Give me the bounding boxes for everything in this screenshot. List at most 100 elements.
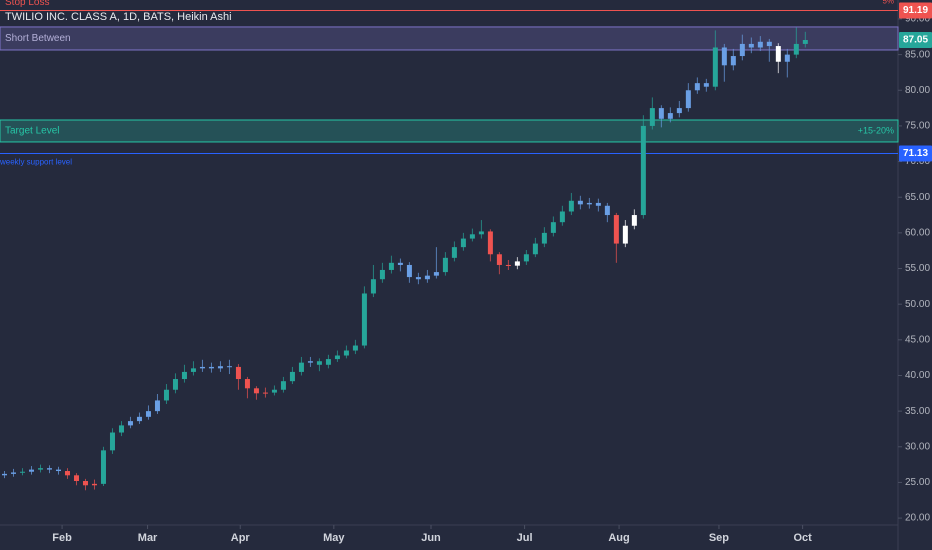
candle-body	[541, 232, 547, 244]
candle-body	[379, 269, 385, 280]
candle-body	[694, 83, 700, 91]
candle-body	[343, 350, 349, 356]
candle-body	[739, 43, 745, 57]
candle-body	[361, 293, 367, 346]
candle-body	[190, 368, 196, 372]
candle-body	[100, 450, 106, 484]
candle-body	[622, 225, 628, 244]
candle-body	[712, 47, 718, 87]
candle-body	[586, 202, 592, 205]
candle-body	[568, 200, 574, 212]
candle-body	[172, 379, 178, 390]
candle-body	[307, 361, 313, 363]
candle-body	[793, 43, 799, 55]
candle-body	[577, 200, 583, 205]
y-tick-label: 55.00	[905, 263, 930, 274]
candle-body	[496, 254, 502, 265]
candle-body	[55, 469, 61, 472]
candle-body	[271, 389, 277, 393]
candle-body	[514, 261, 520, 266]
candle-body	[244, 379, 250, 389]
candle-body	[460, 238, 466, 248]
x-tick-label: Sep	[709, 532, 729, 544]
candle-body	[406, 264, 412, 278]
candle-body	[685, 90, 691, 109]
candle-body	[136, 416, 142, 422]
y-tick-label: 45.00	[905, 334, 930, 345]
support-label: weekly support level	[0, 158, 72, 167]
candle-body	[1, 473, 7, 476]
candle-body	[523, 254, 529, 262]
candle-body	[721, 47, 727, 66]
candle-body	[604, 205, 610, 216]
candle-body	[559, 211, 565, 223]
candle-body	[784, 54, 790, 62]
candle-body	[289, 371, 295, 382]
last-price-tag	[899, 32, 932, 49]
candle-body	[532, 243, 538, 255]
candle-body	[469, 234, 475, 239]
y-tick-label: 25.00	[905, 477, 930, 488]
candle-body	[775, 46, 781, 62]
candle-body	[505, 264, 511, 266]
y-tick-label: 60.00	[905, 228, 930, 239]
candle-body	[415, 277, 421, 280]
candle-body	[442, 257, 448, 273]
target-zone-note: +15-20%	[858, 125, 894, 135]
candle-body	[676, 108, 682, 114]
y-tick-label: 40.00	[905, 370, 930, 381]
short-zone	[0, 26, 899, 51]
x-tick-label: May	[323, 532, 345, 544]
candle-body	[424, 275, 430, 280]
candle-body	[109, 432, 115, 451]
candle-body	[802, 40, 808, 44]
x-tick-label: Jun	[421, 532, 441, 544]
x-tick-label: Mar	[138, 532, 158, 544]
candle-body	[82, 481, 88, 486]
y-tick-label: 70.00	[905, 156, 930, 167]
chart-title: TWILIO INC. CLASS A, 1D, BATS, Heikin As…	[5, 11, 232, 23]
stop-loss-note: 5%	[882, 0, 894, 6]
target-zone-label: Target Level	[5, 126, 59, 137]
y-tick-label: 90.00	[905, 14, 930, 25]
last-price-tag-label: 87.05	[903, 35, 928, 46]
candle-body	[352, 345, 358, 351]
candle-body	[28, 469, 34, 472]
candle-body	[703, 83, 709, 87]
candle-body	[226, 366, 232, 368]
y-tick-label: 80.00	[905, 85, 930, 96]
x-tick-label: Oct	[793, 532, 812, 544]
candle-body	[199, 366, 205, 369]
candle-body	[388, 262, 394, 270]
x-tick-label: Feb	[52, 532, 72, 544]
y-tick-label: 85.00	[905, 49, 930, 60]
candle-body	[298, 362, 304, 372]
x-tick-label: Jul	[517, 532, 533, 544]
candle-body	[613, 215, 619, 244]
candle-body	[397, 262, 403, 265]
candle-body	[235, 366, 241, 380]
candle-body	[433, 272, 439, 276]
candle-body	[370, 279, 376, 294]
candle-body	[253, 388, 259, 394]
candle-body	[487, 231, 493, 255]
y-tick-label: 75.00	[905, 121, 930, 132]
stop-loss-tag	[899, 2, 932, 19]
candle-body	[550, 222, 556, 233]
candle-body	[478, 231, 484, 235]
candle-body	[19, 471, 25, 473]
support-tag-label: 71.13	[903, 148, 928, 159]
candle-body	[280, 381, 286, 390]
candle-body	[667, 113, 673, 119]
candle-body	[163, 389, 169, 401]
candle-body	[640, 125, 646, 216]
stop-loss-tag-label: 91.19	[903, 5, 928, 16]
candle-body	[145, 411, 151, 417]
candle-body	[631, 215, 637, 226]
candle-body	[91, 483, 97, 486]
candle-body	[334, 355, 340, 360]
candle-body	[154, 400, 160, 412]
candle-body	[757, 41, 763, 48]
